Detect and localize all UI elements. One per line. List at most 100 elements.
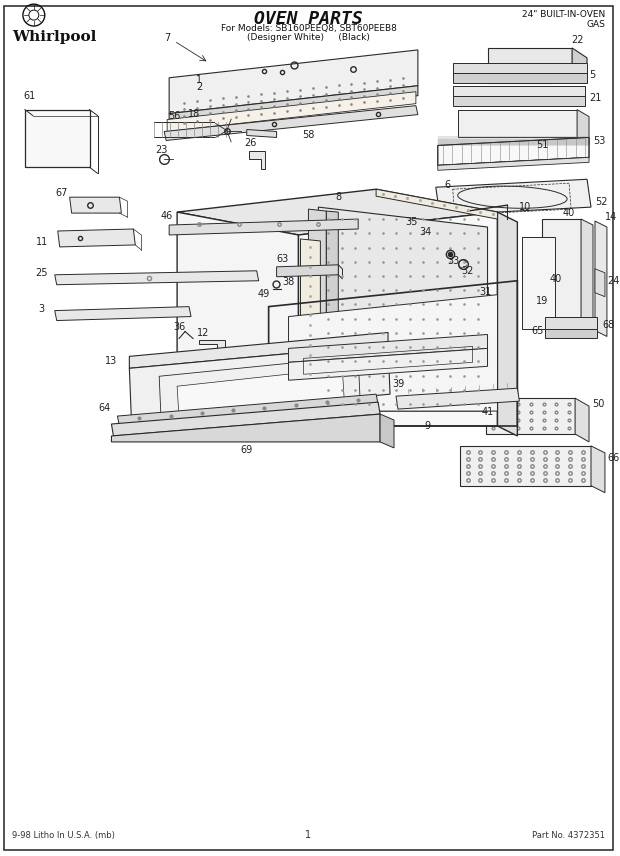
- Text: For Models: SB160PEEQ8, SBT60PEEB8: For Models: SB160PEEQ8, SBT60PEEB8: [221, 24, 396, 33]
- Text: 1: 1: [306, 830, 311, 840]
- Text: 24: 24: [607, 276, 619, 286]
- Text: 67: 67: [56, 188, 68, 199]
- Text: 35: 35: [405, 217, 418, 227]
- Polygon shape: [112, 402, 380, 436]
- Polygon shape: [130, 344, 390, 418]
- Polygon shape: [438, 138, 589, 165]
- Text: 2: 2: [196, 81, 202, 92]
- Text: 7: 7: [164, 33, 171, 43]
- Polygon shape: [298, 212, 497, 426]
- Text: 9-98 Litho In U.S.A. (mb): 9-98 Litho In U.S.A. (mb): [12, 831, 115, 840]
- Polygon shape: [169, 50, 418, 114]
- Polygon shape: [581, 219, 593, 332]
- Text: 52: 52: [595, 197, 608, 207]
- Polygon shape: [164, 105, 418, 140]
- Polygon shape: [177, 189, 497, 235]
- Text: 51: 51: [536, 140, 549, 151]
- Polygon shape: [167, 92, 416, 132]
- Polygon shape: [177, 368, 344, 418]
- Text: 40: 40: [549, 274, 561, 283]
- Polygon shape: [380, 414, 394, 448]
- Polygon shape: [199, 341, 225, 350]
- Polygon shape: [485, 398, 575, 434]
- Text: 40: 40: [563, 208, 575, 218]
- Text: GAS: GAS: [586, 20, 605, 29]
- Text: 13: 13: [105, 356, 118, 366]
- Text: 66: 66: [607, 453, 619, 463]
- Polygon shape: [288, 335, 487, 362]
- Text: 12: 12: [197, 329, 209, 338]
- Polygon shape: [453, 62, 587, 73]
- Text: 61: 61: [24, 91, 36, 101]
- Polygon shape: [376, 189, 497, 219]
- Polygon shape: [308, 209, 326, 406]
- Polygon shape: [523, 237, 555, 329]
- Text: 33: 33: [448, 256, 460, 266]
- Text: ereplacementparts.com: ereplacementparts.com: [242, 322, 375, 331]
- Text: 69: 69: [241, 445, 253, 455]
- Polygon shape: [459, 446, 591, 485]
- Polygon shape: [326, 211, 339, 406]
- Text: 36: 36: [173, 322, 185, 331]
- Text: 64: 64: [99, 403, 110, 413]
- Polygon shape: [301, 239, 321, 381]
- Text: 32: 32: [461, 266, 474, 276]
- Text: 49: 49: [257, 288, 270, 299]
- Text: 68: 68: [602, 319, 614, 330]
- Polygon shape: [288, 294, 497, 411]
- Text: 39: 39: [392, 379, 404, 389]
- Text: 9: 9: [425, 421, 431, 431]
- Polygon shape: [453, 96, 585, 105]
- Text: (Designer White)     (Black): (Designer White) (Black): [247, 33, 370, 42]
- Text: 26: 26: [244, 139, 257, 148]
- Polygon shape: [55, 270, 259, 285]
- Text: OVEN PARTS: OVEN PARTS: [254, 10, 363, 28]
- Text: 63: 63: [277, 254, 289, 264]
- Polygon shape: [288, 348, 487, 380]
- Polygon shape: [487, 48, 572, 83]
- Text: 50: 50: [592, 399, 604, 409]
- Text: 25: 25: [35, 268, 48, 278]
- Polygon shape: [247, 129, 277, 138]
- Text: 3: 3: [38, 304, 45, 313]
- Text: Whirlpool: Whirlpool: [12, 30, 96, 44]
- Polygon shape: [595, 269, 605, 297]
- Text: 22: 22: [571, 35, 583, 45]
- Polygon shape: [69, 197, 122, 213]
- Text: 5: 5: [589, 70, 595, 80]
- Polygon shape: [319, 207, 487, 411]
- Polygon shape: [396, 389, 520, 409]
- Polygon shape: [177, 212, 298, 426]
- Text: 11: 11: [36, 237, 48, 247]
- Polygon shape: [117, 394, 378, 426]
- Text: 21: 21: [589, 92, 601, 103]
- Text: 18: 18: [188, 109, 200, 119]
- Text: 14: 14: [605, 212, 617, 222]
- Polygon shape: [545, 317, 597, 329]
- Polygon shape: [438, 158, 589, 170]
- Polygon shape: [58, 229, 135, 247]
- Polygon shape: [169, 219, 358, 235]
- Polygon shape: [249, 152, 265, 169]
- Text: 6: 6: [445, 181, 451, 190]
- Text: 38: 38: [283, 276, 294, 287]
- Polygon shape: [25, 110, 89, 167]
- Polygon shape: [436, 179, 591, 215]
- Text: 46: 46: [161, 211, 173, 221]
- Polygon shape: [458, 110, 577, 138]
- Polygon shape: [497, 212, 517, 436]
- Polygon shape: [545, 329, 597, 338]
- Polygon shape: [453, 73, 587, 83]
- Text: 58: 58: [303, 130, 314, 140]
- Polygon shape: [577, 110, 589, 145]
- Polygon shape: [169, 86, 418, 123]
- Text: 23: 23: [155, 146, 167, 156]
- Text: 53: 53: [593, 136, 605, 146]
- Text: 31: 31: [479, 287, 492, 297]
- Polygon shape: [130, 332, 388, 368]
- Polygon shape: [453, 86, 585, 96]
- Text: 19: 19: [536, 295, 548, 306]
- Polygon shape: [112, 414, 380, 442]
- Text: 56: 56: [168, 110, 180, 121]
- Polygon shape: [575, 398, 589, 442]
